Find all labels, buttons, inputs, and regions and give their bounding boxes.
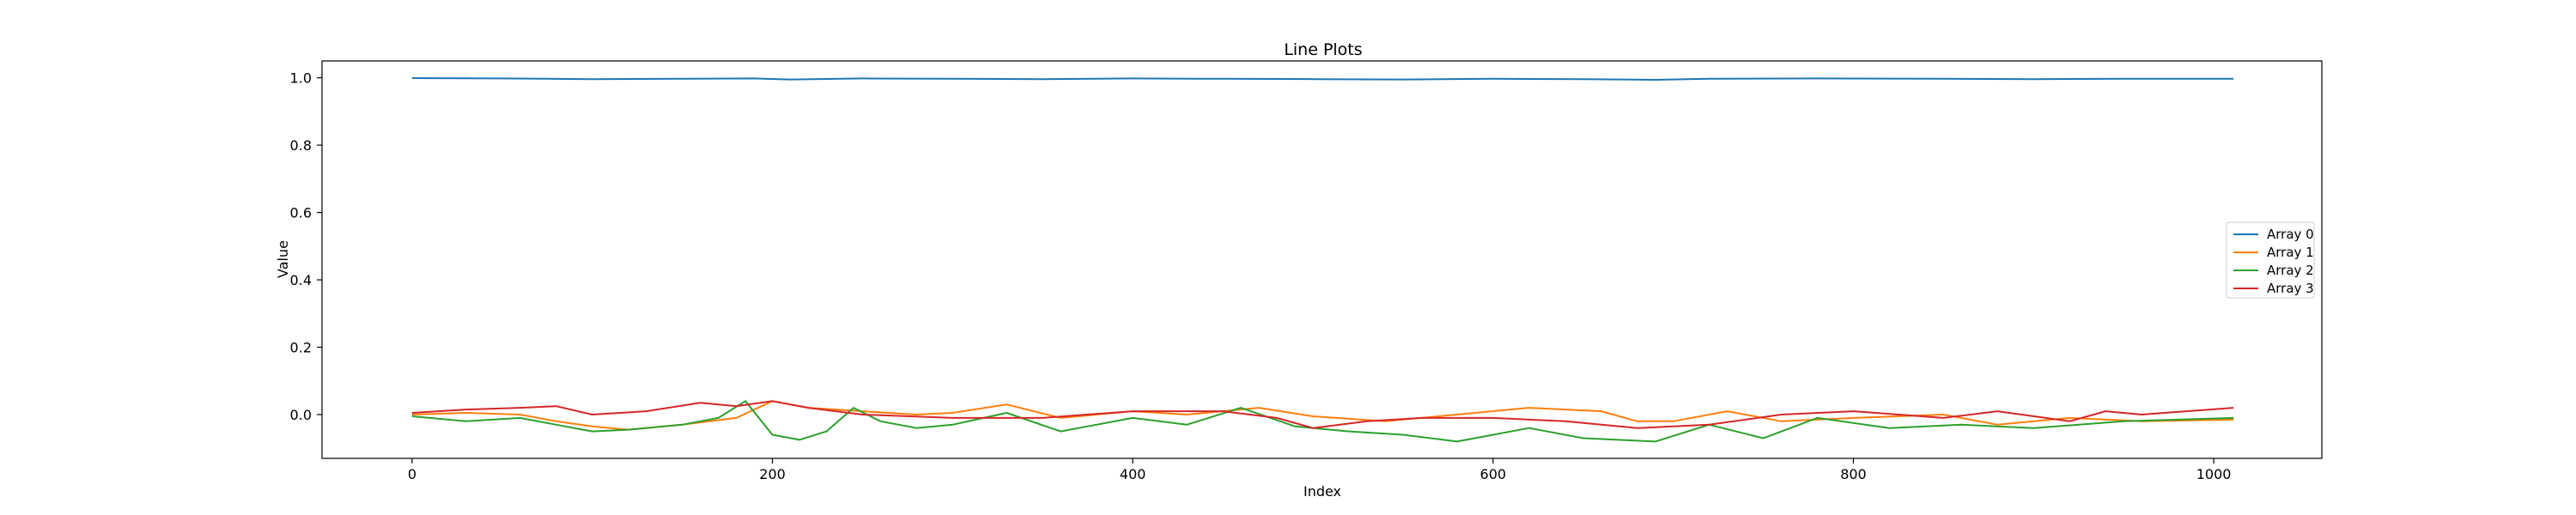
legend-label-3: Array 3	[2267, 281, 2314, 296]
x-axis-label: Index	[1303, 483, 1341, 500]
x-tick-label: 600	[1480, 466, 1507, 482]
y-axis: 0.0 0.2 0.4 0.6 0.8 1.0	[290, 70, 322, 423]
x-tick-label: 0	[408, 466, 416, 482]
x-tick-label: 400	[1120, 466, 1146, 482]
y-axis-label: Value	[275, 240, 291, 278]
chart-title: Line Plots	[1284, 40, 1362, 59]
y-tick-label: 0.6	[290, 205, 312, 221]
legend-label-0: Array 0	[2267, 227, 2314, 242]
series-lines	[411, 77, 2234, 443]
legend: Array 0 Array 1 Array 2 Array 3	[2226, 221, 2315, 299]
y-tick-label: 0.2	[290, 340, 312, 356]
series-line-3	[411, 400, 2234, 429]
plot-area-frame	[321, 60, 2323, 459]
x-tick-label: 200	[759, 466, 786, 482]
legend-label-2: Array 2	[2267, 263, 2314, 278]
y-tick-label: 0.0	[290, 407, 312, 423]
series-line-2	[411, 400, 2234, 443]
y-tick-label: 0.4	[290, 272, 312, 288]
x-tick-label: 1000	[2196, 466, 2232, 482]
y-tick-label: 0.8	[290, 137, 312, 154]
x-axis: 0 200 400 600 800 1000	[408, 458, 2232, 482]
legend-box	[2226, 221, 2315, 299]
x-tick-label: 800	[1840, 466, 1867, 482]
legend-label-1: Array 1	[2267, 245, 2314, 260]
series-line-0	[411, 77, 2234, 81]
y-tick-label: 1.0	[290, 70, 312, 87]
